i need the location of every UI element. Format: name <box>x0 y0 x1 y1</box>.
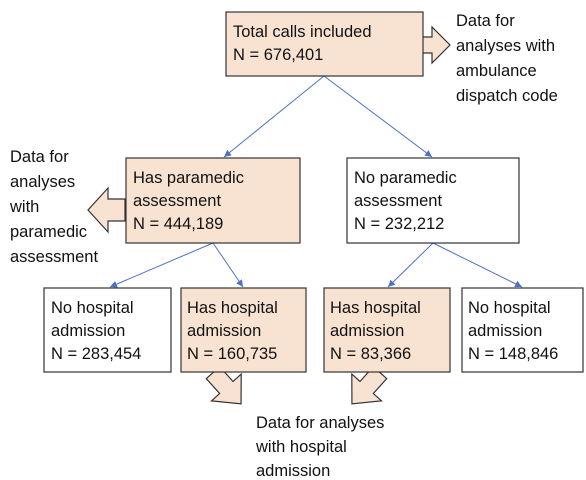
node-box <box>225 11 424 77</box>
output-text: paramedic <box>10 223 87 241</box>
output-text: Data for analyses <box>256 414 384 432</box>
outputs: Data for analyses with ambulance dispatch c… <box>9 12 558 480</box>
node-box <box>461 287 584 373</box>
node-text: admission <box>330 322 404 340</box>
output-text: dispatch code <box>456 87 558 105</box>
links <box>109 75 523 288</box>
node-text: N = 444,189 <box>133 215 223 233</box>
node-text: assessment <box>133 192 221 210</box>
link <box>432 242 523 288</box>
block-arrows <box>87 25 451 405</box>
node-text: No hospital <box>51 299 134 317</box>
node-text: N = 83,366 <box>330 345 411 363</box>
output-text: analyses <box>10 173 75 191</box>
node-text: No hospital <box>468 299 551 317</box>
node-box <box>43 287 172 373</box>
node-box <box>180 287 307 373</box>
link <box>212 242 244 288</box>
node-text: N = 283,454 <box>51 345 141 363</box>
link <box>323 75 433 158</box>
output-text: Data for <box>456 12 515 30</box>
output-text: Data for <box>10 148 69 166</box>
output-text: with <box>9 198 39 216</box>
block-arrow <box>351 365 388 405</box>
link <box>387 242 434 288</box>
node-box <box>346 157 520 244</box>
node-text: N = 232,212 <box>354 215 444 233</box>
output-text: assessment <box>10 248 98 266</box>
block-arrow <box>87 186 126 234</box>
link <box>223 75 325 158</box>
node-text: admission <box>468 322 542 340</box>
node-text: Has hospital <box>330 299 421 317</box>
output-text: with hospital <box>255 438 347 456</box>
output-text: ambulance <box>456 62 537 80</box>
node-box <box>323 287 451 373</box>
nodes: Total calls included N = 676,401 Has param… <box>43 11 584 373</box>
node-text: Total calls included <box>233 23 372 41</box>
output-text: admission <box>256 462 330 480</box>
node-text: assessment <box>354 192 442 210</box>
output-text: analyses with <box>456 37 555 55</box>
node-text: Has paramedic <box>133 169 244 187</box>
node-text: N = 676,401 <box>233 46 323 64</box>
node-box <box>125 157 301 244</box>
node-text: admission <box>51 322 125 340</box>
node-text: N = 160,735 <box>187 345 277 363</box>
node-text: No paramedic <box>354 169 457 187</box>
link <box>109 242 214 288</box>
node-text: Has hospital <box>187 299 278 317</box>
node-text: admission <box>187 322 261 340</box>
node-text: N = 148,846 <box>468 345 558 363</box>
